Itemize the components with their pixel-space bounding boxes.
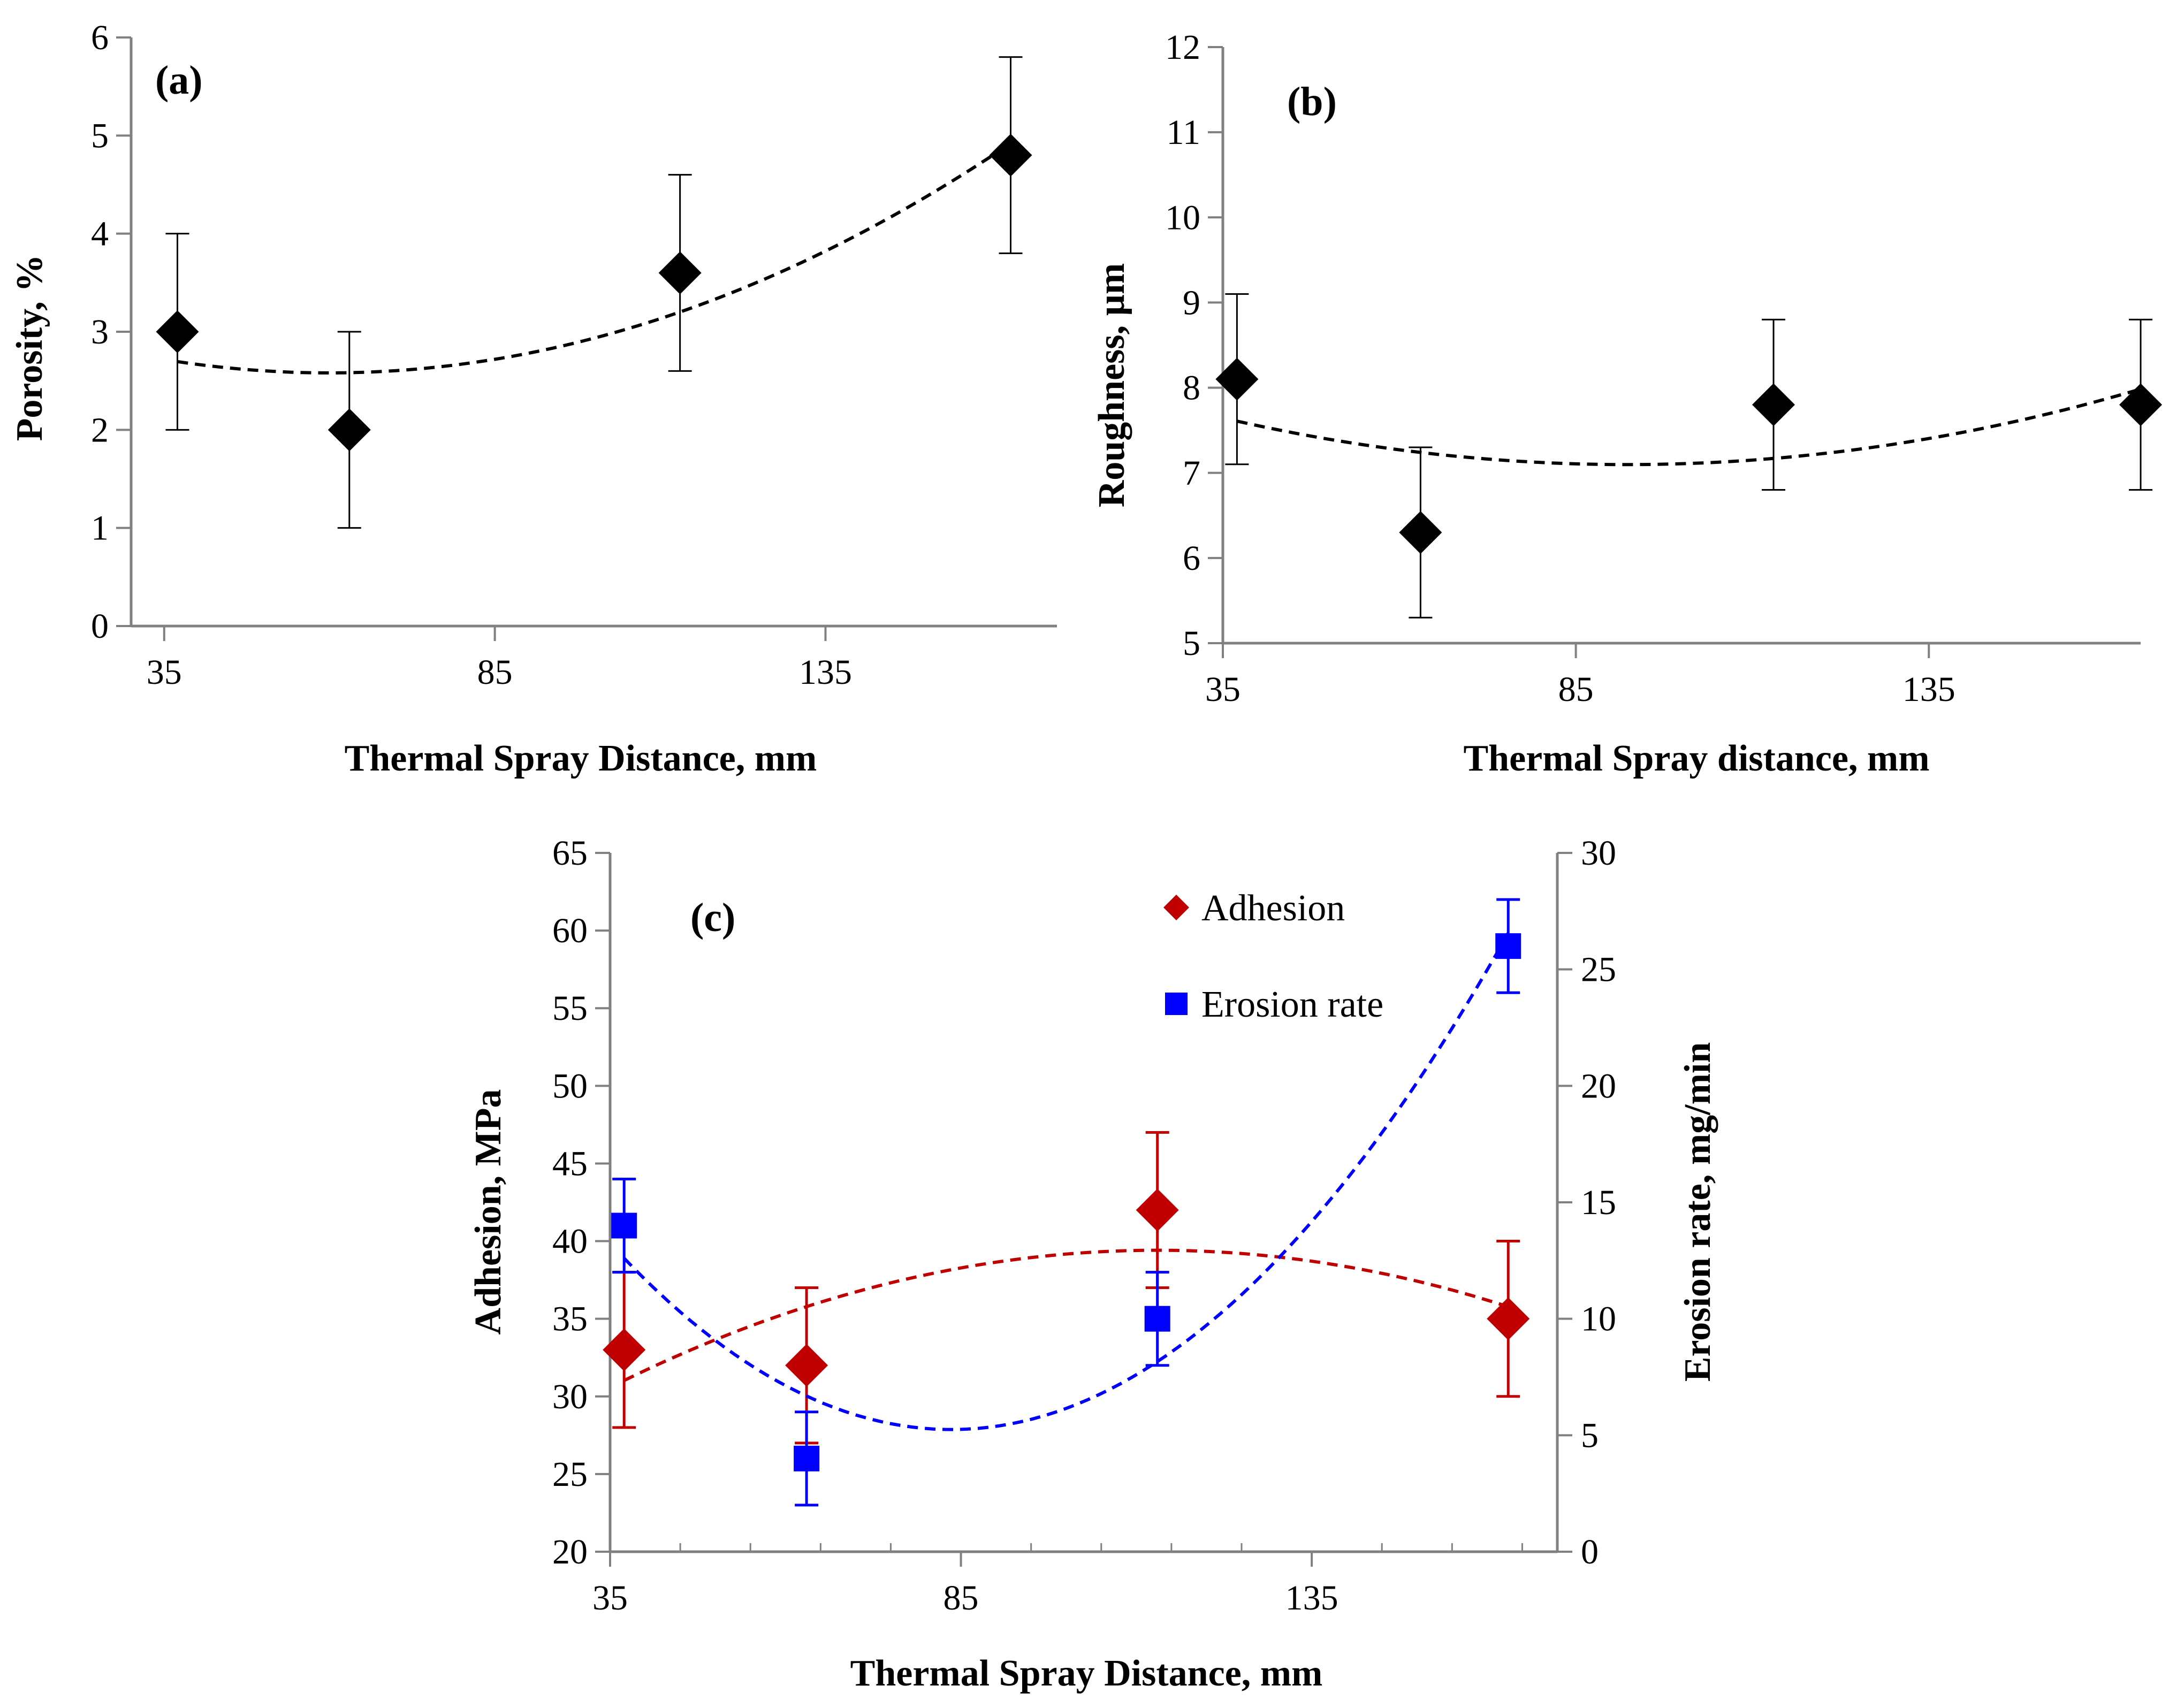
data-point <box>658 251 702 294</box>
y2-tick-label: 15 <box>1581 1183 1616 1222</box>
y-tick-label: 40 <box>552 1222 588 1261</box>
x-tick-label: 135 <box>1903 670 1955 709</box>
legend-item-erosion-rate: Erosion rate <box>1165 984 1383 1025</box>
data-point <box>1144 1306 1170 1332</box>
y2-tick-label: 5 <box>1581 1416 1599 1455</box>
data-point <box>611 1212 637 1239</box>
panel-label-b: (b) <box>1287 79 1337 124</box>
trendline <box>623 1248 1509 1382</box>
data-point <box>785 1344 828 1387</box>
y-tick-label: 11 <box>1166 113 1200 152</box>
data-point <box>794 1445 820 1471</box>
panel-label-a: (a) <box>155 58 203 103</box>
data-point <box>1495 933 1521 959</box>
x-axis-title-c: Thermal Spray Distance, mm <box>850 1653 1323 1694</box>
y2-tick-label: 0 <box>1581 1532 1599 1572</box>
data-point <box>1487 1297 1530 1340</box>
y2-tick-label: 30 <box>1581 834 1616 873</box>
data-point <box>2119 383 2162 426</box>
y-tick-label: 50 <box>552 1066 588 1105</box>
y-tick-label: 60 <box>552 911 588 950</box>
chart-panel-c: (c) Thermal Spray Distance, mm Adhesion,… <box>468 834 1718 1694</box>
series-erosion-rate <box>611 898 1521 1507</box>
y-tick-label: 1 <box>91 509 109 548</box>
y2-axis-title-c: Erosion rate, mg/min <box>1677 1042 1718 1382</box>
series-adhesion <box>603 1131 1530 1445</box>
y-tick-label: 5 <box>1183 624 1200 663</box>
y-tick-label: 45 <box>552 1144 588 1183</box>
y-tick-label: 0 <box>91 607 109 646</box>
data-point <box>1399 511 1442 554</box>
data-point <box>156 310 199 353</box>
legend-marker-erosion-rate <box>1165 993 1188 1015</box>
x-tick-label: 85 <box>477 653 513 692</box>
x-tick-label: 35 <box>1205 670 1241 709</box>
legend: Adhesion Erosion rate <box>1163 888 1383 1025</box>
panel-label-c: (c) <box>690 895 735 940</box>
y2-tick-label: 10 <box>1581 1300 1616 1339</box>
x-tick-label: 135 <box>799 653 852 692</box>
y-tick-label: 35 <box>552 1300 588 1339</box>
legend-label-adhesion: Adhesion <box>1201 888 1345 929</box>
x-axis-title-b: Thermal Spray distance, mm <box>1463 738 1929 779</box>
y-tick-label: 6 <box>91 18 109 57</box>
x-tick-label: 135 <box>1285 1578 1338 1618</box>
y-tick-label: 2 <box>91 410 109 449</box>
data-point <box>989 134 1032 177</box>
legend-label-erosion-rate: Erosion rate <box>1201 984 1383 1025</box>
data-point <box>1136 1188 1179 1232</box>
y-tick-label: 3 <box>91 312 109 352</box>
y-tick-label: 4 <box>91 215 109 254</box>
data-point <box>1752 383 1795 426</box>
chart-panel-b: (b) Thermal Spray distance, mm Roughness… <box>1091 28 2162 779</box>
y-tick-label: 25 <box>552 1455 588 1494</box>
y-tick-label: 7 <box>1183 454 1200 493</box>
legend-marker-adhesion <box>1163 895 1189 920</box>
x-tick-label: 35 <box>592 1578 628 1618</box>
x-axis-title-a: Thermal Spray Distance, mm <box>345 738 817 779</box>
trendline <box>623 932 1510 1431</box>
x-tick-label: 35 <box>147 653 182 692</box>
y-tick-label: 6 <box>1183 539 1200 578</box>
data-point <box>328 408 371 452</box>
x-tick-label: 85 <box>943 1578 979 1618</box>
series-0 <box>1215 293 2162 619</box>
y-tick-label: 10 <box>1165 198 1200 237</box>
y-tick-label: 30 <box>552 1377 588 1416</box>
y-axis-title-b: Roughness, µm <box>1091 263 1132 508</box>
y-axis-title-c: Adhesion, MPa <box>468 1089 509 1335</box>
y-tick-label: 55 <box>552 989 588 1028</box>
y-tick-label: 9 <box>1183 283 1200 322</box>
y2-tick-label: 25 <box>1581 950 1616 989</box>
y-tick-label: 20 <box>552 1532 588 1572</box>
y-tick-label: 65 <box>552 834 588 873</box>
y-axis-title-a: Porosity, % <box>9 255 50 441</box>
y-tick-label: 8 <box>1183 369 1200 408</box>
chart-panel-a: (a) Thermal Spray Distance, mm Porosity,… <box>9 18 1057 779</box>
y-tick-label: 12 <box>1165 28 1200 67</box>
y2-tick-label: 20 <box>1581 1066 1616 1105</box>
x-tick-label: 85 <box>1558 670 1594 709</box>
legend-item-adhesion: Adhesion <box>1163 888 1345 929</box>
y-tick-label: 5 <box>91 116 109 155</box>
data-point <box>603 1328 646 1371</box>
data-point <box>1215 357 1259 401</box>
series-0 <box>156 56 1032 529</box>
